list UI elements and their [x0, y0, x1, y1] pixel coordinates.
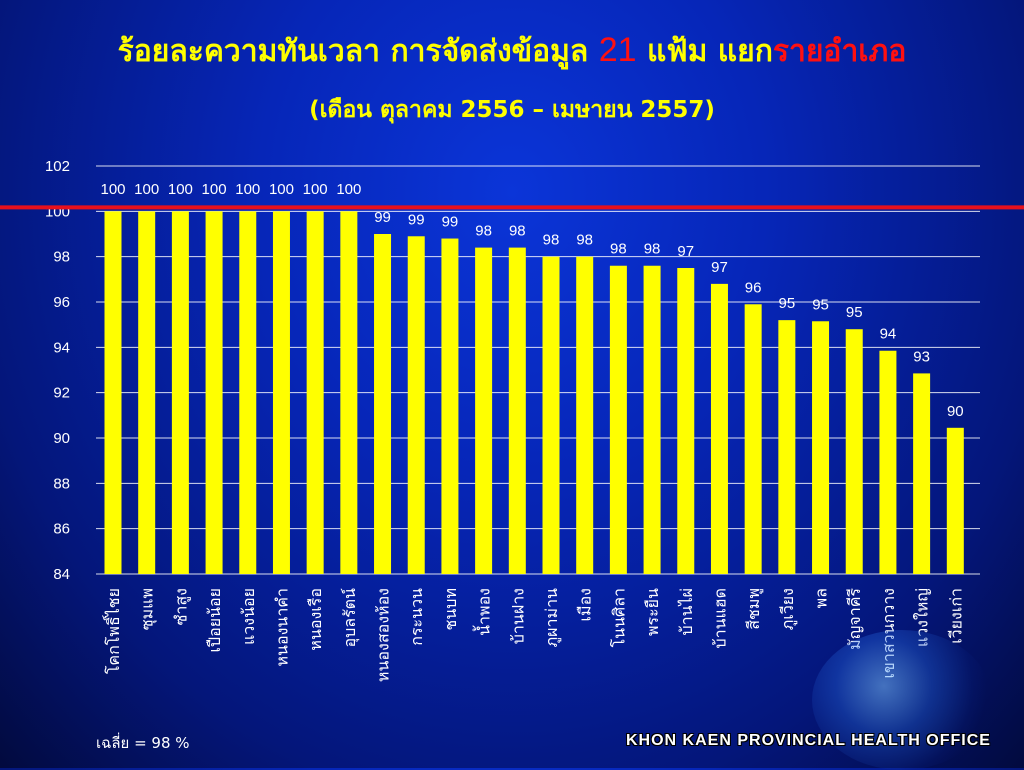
x-tick-label: พระยืน [643, 588, 662, 636]
x-tick-label: น้ำพอง [473, 588, 494, 636]
x-tick-label: เมือง [576, 588, 595, 621]
title-number: 21 [598, 31, 637, 69]
data-label: 95 [846, 304, 863, 321]
x-tick-label: บ้านฝาง [508, 588, 527, 644]
data-label: 99 [442, 214, 459, 231]
average-note: เฉลี่ย = 98 % [96, 734, 190, 752]
data-label: 98 [610, 241, 627, 258]
x-tick-label: หนองสองห้อง [374, 588, 393, 682]
x-tick-label: บ้านแฮด [710, 588, 729, 649]
data-label: 100 [202, 181, 227, 198]
x-tick-label: ภูเวียง [778, 588, 798, 630]
bar [138, 211, 156, 575]
title-part1: ร้อยละความทันเวลา การจัดส่งข้อมูล [117, 34, 599, 69]
bar [879, 350, 897, 574]
chart-title: ร้อยละความทันเวลา การจัดส่งข้อมูล 21 แฟ้… [0, 28, 1024, 75]
bar [239, 211, 257, 575]
bar [306, 211, 324, 575]
bar [710, 283, 728, 574]
bar [643, 265, 661, 574]
data-label: 97 [677, 243, 694, 260]
data-label: 95 [779, 295, 796, 312]
bar [374, 234, 392, 574]
data-label: 98 [576, 232, 593, 249]
chart-subtitle: (เดือน ตุลาคม 2556 – เมษายน 2557) [309, 97, 715, 123]
bar [812, 321, 830, 574]
title-part2: แฟ้ม แยก [636, 34, 773, 69]
y-tick-label: 84 [53, 566, 70, 583]
y-tick-label: 98 [53, 249, 70, 266]
bar [576, 256, 594, 574]
data-label: 95 [812, 296, 829, 313]
x-tick-label: ภูผาม่าน [542, 588, 562, 647]
x-tick-label: ชนบท [441, 588, 460, 631]
data-label: 98 [475, 223, 492, 240]
y-tick-label: 86 [53, 521, 70, 538]
x-tick-label: บ้านไผ่ [677, 588, 696, 636]
bar [205, 211, 223, 575]
title-highlight: รายอำเภอ [772, 34, 907, 69]
bar [104, 211, 122, 575]
bar [677, 268, 695, 574]
bar [845, 329, 863, 574]
data-label: 98 [543, 232, 560, 249]
y-tick-label: 90 [53, 430, 70, 447]
bar [407, 236, 425, 574]
x-tick-label: ซุมแพ [138, 588, 158, 630]
bar [272, 211, 290, 575]
data-label: 100 [235, 181, 260, 198]
data-label: 99 [408, 211, 425, 228]
data-label: 100 [303, 181, 328, 198]
globe-logo-image [812, 630, 992, 770]
data-label: 99 [374, 209, 391, 226]
x-tick-label: หนองนาคำ [272, 588, 291, 667]
x-tick-label: สีชมพู [744, 588, 764, 630]
x-tick-label: มัญจาคีรี [845, 588, 864, 650]
bar [340, 211, 358, 575]
x-tick-label: กระนวน [407, 588, 426, 646]
bar [441, 238, 459, 575]
x-tick-label: ซำสูง [171, 588, 191, 625]
data-label: 93 [913, 348, 930, 365]
x-tick-label: เปือยน้อย [205, 588, 224, 653]
bar [913, 373, 931, 574]
bar [744, 304, 762, 574]
data-label: 100 [134, 181, 159, 198]
x-tick-label: โคกโพธิ์ไชย [102, 588, 123, 674]
data-label: 97 [711, 259, 728, 276]
data-label: 100 [269, 181, 294, 198]
data-label: 94 [880, 326, 897, 343]
data-label: 100 [168, 181, 193, 198]
y-tick-label: 102 [45, 158, 70, 175]
data-label: 100 [336, 181, 361, 198]
y-tick-label: 92 [53, 385, 70, 402]
x-tick-label: อุบลรัตน์ [340, 588, 360, 648]
bar [171, 211, 189, 575]
bar [778, 320, 796, 574]
data-label: 98 [509, 223, 526, 240]
x-tick-label: เวียงเก่า [946, 588, 965, 644]
data-label: 96 [745, 279, 762, 296]
y-tick-label: 96 [53, 294, 70, 311]
bar [946, 427, 964, 574]
office-logo-text: KHON KAEN PROVINCIAL HEALTH OFFICE [626, 732, 991, 749]
y-tick-label: 88 [53, 475, 70, 492]
bar [475, 247, 493, 574]
x-tick-label: แวงน้อย [239, 588, 258, 645]
x-tick-label: โนนศิลา [609, 588, 628, 647]
bar [542, 256, 560, 574]
x-tick-label: พล [812, 588, 831, 608]
bar [508, 247, 526, 574]
data-label: 98 [644, 241, 661, 258]
y-tick-label: 94 [53, 339, 70, 356]
x-tick-label: หนองเรือ [306, 588, 325, 651]
data-label: 90 [947, 403, 964, 420]
bar [609, 265, 627, 574]
data-label: 100 [100, 181, 125, 198]
